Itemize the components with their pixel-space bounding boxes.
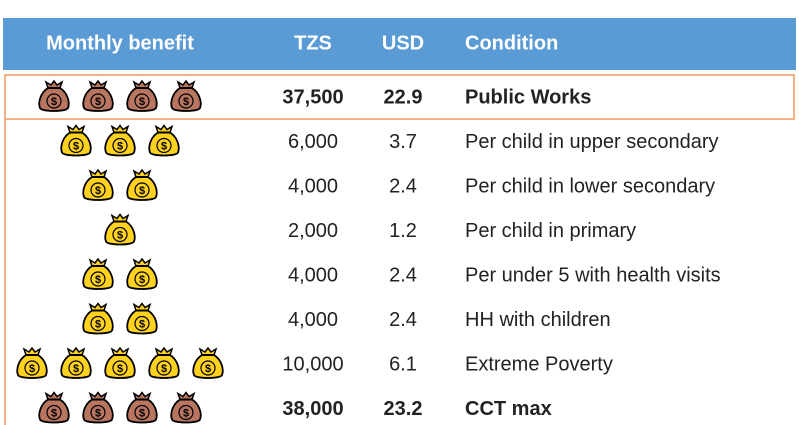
- usd-cell: 3.7: [389, 131, 417, 153]
- money-bag-icon: [104, 213, 136, 246]
- money-bag-icon: [126, 258, 158, 290]
- usd-cell: 6.1: [389, 353, 417, 375]
- tzs-cell: 4,000: [288, 175, 338, 197]
- condition-cell: Extreme Poverty: [465, 353, 613, 375]
- money-bag-icon: [82, 258, 114, 290]
- money-bag-icon: [82, 391, 114, 424]
- usd-cell: 2.4: [389, 175, 417, 197]
- money-bag-icon: [170, 391, 202, 424]
- money-bag-icon: [60, 124, 92, 157]
- usd-cell: 22.9: [384, 86, 423, 108]
- money-bag-icon: [192, 347, 224, 379]
- tzs-cell: 37,500: [282, 86, 343, 108]
- tzs-cell: 4,000: [288, 309, 338, 331]
- header-bg: [3, 18, 796, 70]
- money-bag-icon: [104, 124, 136, 157]
- condition-cell: Per child in upper secondary: [465, 131, 718, 153]
- header-cell: Condition: [465, 32, 558, 54]
- header-cell: USD: [382, 32, 424, 54]
- condition-cell: Per child in lower secondary: [465, 175, 715, 197]
- money-bag-icon: [126, 169, 158, 201]
- money-bag-icon: [148, 124, 180, 157]
- money-bag-icon: [126, 391, 158, 424]
- money-bag-icon: [148, 347, 180, 379]
- money-bag-icon: [38, 391, 70, 424]
- money-bag-icon: [104, 347, 136, 379]
- condition-cell: CCT max: [465, 398, 552, 420]
- header-cell: TZS: [294, 32, 332, 54]
- money-bag-icon: [60, 347, 92, 379]
- money-bag-icon: [82, 169, 114, 201]
- condition-cell: HH with children: [465, 309, 611, 331]
- condition-cell: Per child in primary: [465, 220, 636, 242]
- usd-cell: 2.4: [389, 309, 417, 331]
- condition-cell: Per under 5 with health visits: [465, 264, 721, 286]
- money-bag-icon: [82, 302, 114, 335]
- usd-cell: 1.2: [389, 220, 417, 242]
- tzs-cell: 10,000: [282, 353, 343, 375]
- tzs-cell: 2,000: [288, 220, 338, 242]
- tzs-cell: 4,000: [288, 264, 338, 286]
- header-cell: Monthly benefit: [46, 32, 194, 54]
- tzs-cell: 6,000: [288, 131, 338, 153]
- usd-cell: 2.4: [389, 264, 417, 286]
- tzs-cell: 38,000: [282, 398, 343, 420]
- condition-cell: Public Works: [465, 86, 591, 108]
- money-bag-icon: [16, 347, 48, 379]
- money-bag-icon: [126, 302, 158, 335]
- usd-cell: 23.2: [384, 398, 423, 420]
